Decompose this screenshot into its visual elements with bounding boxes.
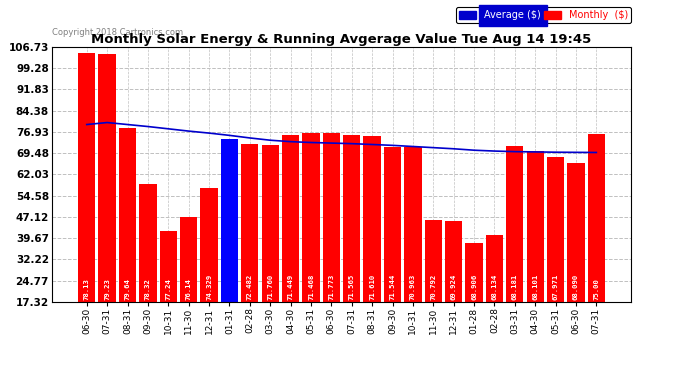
Bar [323, 133, 340, 302]
Legend: Average ($), Monthly  ($): Average ($), Monthly ($) [456, 8, 631, 23]
Text: 79.64: 79.64 [124, 279, 130, 300]
Text: 67.971: 67.971 [553, 274, 559, 300]
Text: 74.329: 74.329 [206, 274, 212, 300]
Text: 69.924: 69.924 [451, 274, 457, 300]
Text: 72.482: 72.482 [247, 274, 253, 300]
Text: 72.768: 72.768 [226, 274, 233, 300]
Bar [343, 135, 360, 302]
Text: 78.32: 78.32 [145, 279, 151, 300]
Bar [465, 243, 483, 302]
Bar [262, 144, 279, 302]
Bar [200, 188, 218, 302]
Text: 75.00: 75.00 [593, 279, 600, 300]
Text: 70.792: 70.792 [431, 274, 436, 300]
Bar [588, 134, 605, 302]
Bar [282, 135, 299, 302]
Text: 79.23: 79.23 [104, 279, 110, 300]
Text: 70.963: 70.963 [410, 274, 416, 300]
Bar [221, 139, 238, 302]
Bar [364, 136, 381, 302]
Title: Monthly Solar Energy & Running Avgerage Value Tue Aug 14 19:45: Monthly Solar Energy & Running Avgerage … [91, 33, 591, 46]
Bar [404, 147, 422, 302]
Text: 71.449: 71.449 [288, 274, 293, 300]
Bar [139, 184, 157, 302]
Bar [445, 220, 462, 302]
Text: 71.760: 71.760 [267, 274, 273, 300]
Bar [241, 144, 259, 302]
Text: 78.13: 78.13 [83, 279, 90, 300]
Text: 71.610: 71.610 [369, 274, 375, 300]
Text: 77.24: 77.24 [166, 279, 171, 300]
Bar [302, 133, 319, 302]
Text: 68.101: 68.101 [532, 274, 538, 300]
Text: 76.14: 76.14 [186, 279, 192, 300]
Text: 68.906: 68.906 [471, 274, 477, 300]
Text: 71.468: 71.468 [308, 274, 314, 300]
Text: 71.565: 71.565 [348, 274, 355, 300]
Bar [567, 163, 584, 302]
Bar [547, 157, 564, 302]
Text: 71.544: 71.544 [390, 274, 395, 300]
Bar [526, 151, 544, 302]
Text: Copyright 2018 Cartronics.com: Copyright 2018 Cartronics.com [52, 28, 183, 37]
Bar [99, 54, 116, 302]
Bar [180, 216, 197, 302]
Bar [159, 231, 177, 302]
Text: 68.090: 68.090 [573, 274, 579, 300]
Text: 71.773: 71.773 [328, 274, 335, 300]
Bar [119, 129, 136, 302]
Bar [78, 53, 95, 302]
Bar [506, 146, 524, 302]
Text: 68.181: 68.181 [512, 274, 518, 300]
Bar [384, 147, 401, 302]
Text: 68.134: 68.134 [491, 274, 497, 300]
Bar [486, 235, 503, 302]
Bar [424, 220, 442, 302]
